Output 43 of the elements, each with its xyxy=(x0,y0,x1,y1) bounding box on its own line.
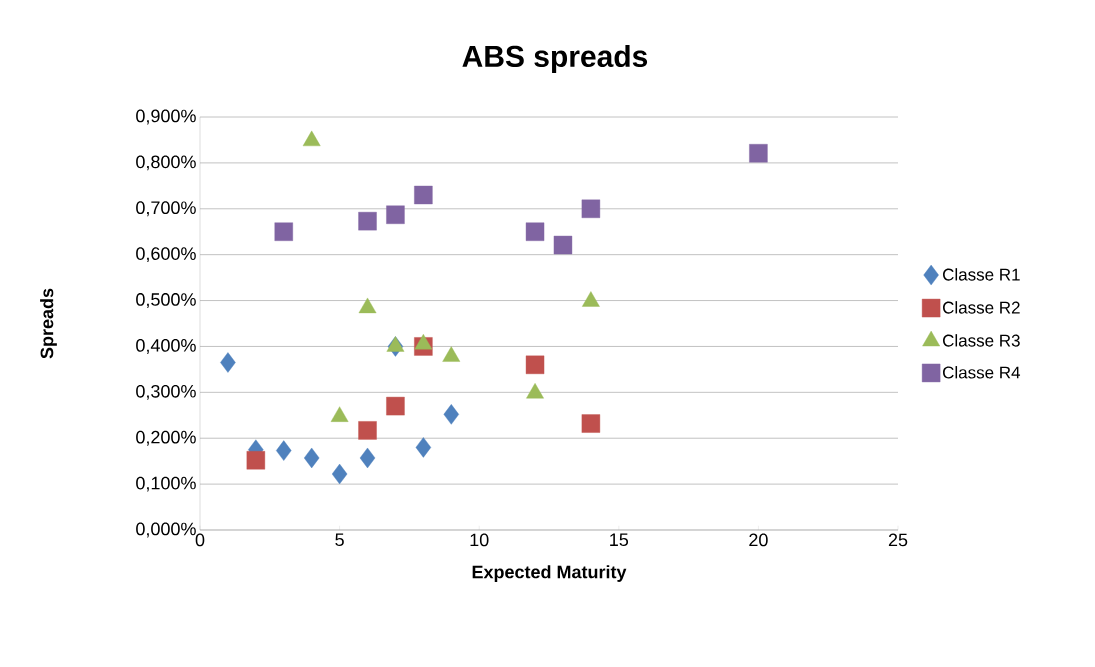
point xyxy=(415,437,432,458)
x-tick-label: 0 xyxy=(195,533,205,547)
point xyxy=(274,222,293,241)
point xyxy=(220,352,236,373)
y-tick-label: 0,200% xyxy=(136,430,196,446)
point xyxy=(581,414,601,433)
point xyxy=(749,144,768,163)
point xyxy=(386,396,405,416)
x-axis-title: Expected Maturity xyxy=(472,565,627,582)
legend-label: Classe R1 xyxy=(943,268,1020,281)
point xyxy=(414,185,433,205)
point xyxy=(525,355,545,374)
point xyxy=(331,463,348,485)
y-tick-label: 0,300% xyxy=(136,384,196,400)
point xyxy=(581,199,601,218)
y-axis-title: Spreads xyxy=(40,288,57,359)
x-tick-label: 15 xyxy=(610,533,629,547)
x-tick-label: 5 xyxy=(335,533,344,547)
legend-label: Classe R2 xyxy=(943,301,1020,314)
y-tick-label: 0,100% xyxy=(136,476,196,492)
y-tick-label: 0,600% xyxy=(136,247,196,263)
point xyxy=(386,205,405,224)
point xyxy=(303,447,320,469)
point xyxy=(246,451,266,470)
y-tick-label: 0,500% xyxy=(136,293,196,308)
point xyxy=(358,421,377,440)
y-tick-label: 0,800% xyxy=(136,155,196,171)
y-tick-label: 0,400% xyxy=(136,339,196,354)
point xyxy=(525,222,545,241)
chart-title: ABS spreads xyxy=(462,45,648,73)
x-tick-label: 25 xyxy=(888,533,908,547)
point xyxy=(443,404,459,425)
legend-label: Classe R4 xyxy=(943,366,1021,379)
y-tick-label: 0,700% xyxy=(136,201,196,217)
x-tick-label: 20 xyxy=(749,533,768,547)
x-tick-label: 10 xyxy=(470,533,489,547)
y-tick-label: 0,900% xyxy=(136,109,196,125)
point xyxy=(276,440,292,461)
legend-label: Classe R3 xyxy=(943,334,1020,347)
y-tick-label: 0,000% xyxy=(136,522,196,538)
point xyxy=(553,235,573,255)
point xyxy=(359,447,376,469)
point xyxy=(358,211,377,231)
